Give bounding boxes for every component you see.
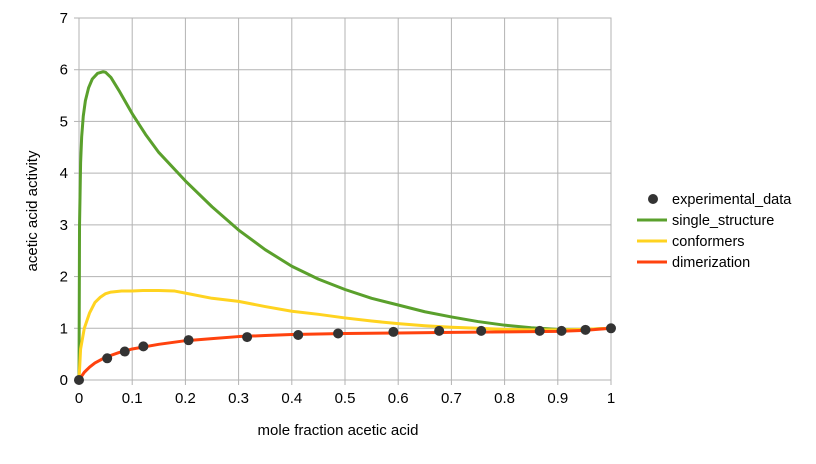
x-tick-label: 0.9 — [547, 390, 568, 407]
data-point-experimental_data — [183, 335, 194, 346]
data-point-experimental_data — [476, 325, 487, 336]
x-tick-label: 0.4 — [281, 390, 302, 407]
legend-label: single_structure — [672, 213, 774, 229]
y-tick-label: 2 — [60, 269, 68, 286]
y-tick-label: 1 — [60, 320, 68, 337]
y-axis-title: acetic acid activity — [24, 150, 41, 271]
x-tick-label: 0.6 — [388, 390, 409, 407]
data-point-experimental_data — [74, 375, 84, 385]
data-point-experimental_data — [102, 353, 113, 364]
tick-labels: 0 0.1 0.2 0.3 0.4 0.5 0.6 0.7 0.8 0.9 1 0 1 2 3 4 5 6 7 — [60, 10, 616, 407]
legend: experimental_data single_structureconform… — [637, 192, 792, 271]
x-tick-label: 0.1 — [122, 390, 143, 407]
x-tick-label: 0.3 — [228, 390, 249, 407]
x-tick-label: 1 — [607, 390, 615, 407]
legend-label: dimerization — [672, 255, 750, 271]
data-point-experimental_data — [606, 323, 616, 334]
data-point-experimental_data — [556, 325, 567, 336]
y-tick-label: 0 — [60, 372, 68, 389]
data-point-experimental_data — [388, 326, 399, 337]
data-point-experimental_data — [580, 324, 591, 335]
series-plot — [74, 70, 616, 385]
data-point-experimental_data — [138, 341, 149, 352]
y-tick-label: 7 — [60, 10, 68, 27]
legend-label: conformers — [672, 234, 745, 250]
series-line-single_structure — [77, 70, 613, 382]
x-tick-label: 0.5 — [335, 390, 356, 407]
data-point-experimental_data — [534, 325, 545, 336]
data-point-experimental_data — [434, 325, 445, 336]
y-tick-label: 4 — [60, 165, 68, 182]
x-tick-label: 0 — [75, 390, 83, 407]
x-tick-label: 0.2 — [175, 390, 196, 407]
y-tick-label: 5 — [60, 113, 68, 130]
x-tick-label: 0.7 — [441, 390, 462, 407]
y-tick-label: 3 — [60, 217, 68, 234]
x-axis-title: mole fraction acetic acid — [258, 422, 419, 439]
legend-marker-experimental_data — [648, 194, 658, 204]
data-point-experimental_data — [119, 346, 130, 357]
data-point-experimental_data — [333, 328, 344, 339]
data-point-experimental_data — [293, 330, 304, 341]
legend-label: experimental_data — [672, 192, 792, 208]
series-line-dimerization — [77, 326, 613, 382]
data-point-experimental_data — [242, 332, 253, 343]
y-tick-label: 6 — [60, 62, 68, 79]
x-tick-label: 0.8 — [494, 390, 515, 407]
